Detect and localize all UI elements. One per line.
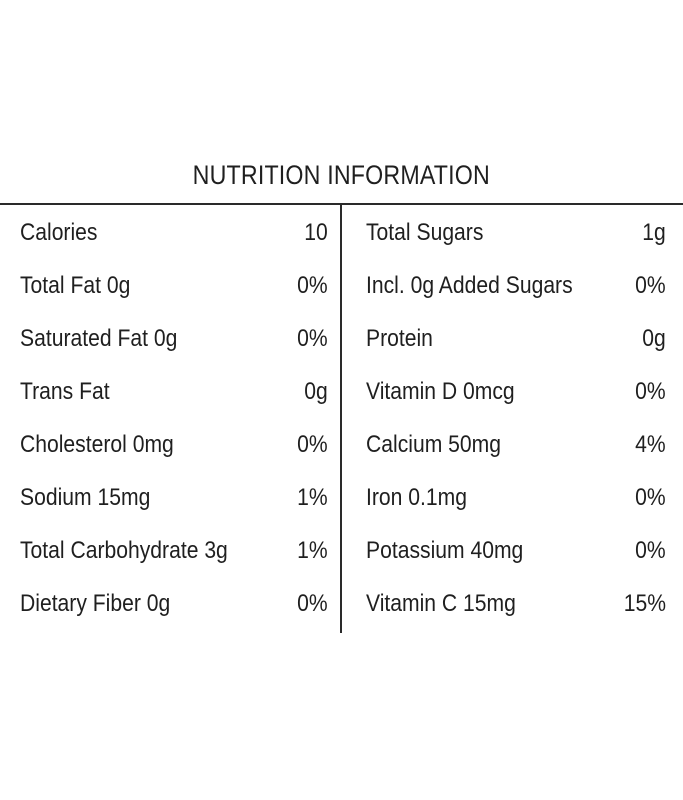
nutrient-row: Iron 0.1mg 0%: [366, 470, 666, 523]
panel-title: NUTRITION INFORMATION: [192, 160, 490, 190]
nutrient-label: Saturated Fat 0g: [20, 325, 178, 352]
nutrient-row: Calories 10: [20, 205, 328, 258]
nutrient-value: 0%: [297, 590, 328, 617]
nutrient-value: 0%: [635, 537, 666, 564]
nutrient-value: 0%: [635, 272, 666, 299]
nutrient-label: Total Fat 0g: [20, 272, 131, 299]
nutrient-label: Total Sugars: [366, 219, 484, 246]
nutrient-value: 1%: [297, 537, 328, 564]
nutrient-label: Cholesterol 0mg: [20, 431, 174, 458]
nutrient-label: Vitamin C 15mg: [366, 590, 516, 617]
nutrient-value: 10: [304, 219, 328, 246]
nutrient-row: Vitamin C 15mg 15%: [366, 576, 666, 629]
nutrient-label: Total Carbohydrate 3g: [20, 537, 228, 564]
nutrient-row: Vitamin D 0mcg 0%: [366, 364, 666, 417]
nutrient-row: Total Sugars 1g: [366, 205, 666, 258]
nutrient-value: 15%: [623, 590, 666, 617]
nutrient-value: 0%: [297, 325, 328, 352]
nutrient-label: Iron 0.1mg: [366, 484, 467, 511]
nutrient-row: Potassium 40mg 0%: [366, 523, 666, 576]
nutrient-label: Trans Fat: [20, 378, 110, 405]
nutrient-row: Dietary Fiber 0g 0%: [20, 576, 328, 629]
nutrient-value: 0%: [297, 272, 328, 299]
nutrient-row: Calcium 50mg 4%: [366, 417, 666, 470]
nutrient-row: Saturated Fat 0g 0%: [20, 311, 328, 364]
nutrient-label: Calories: [20, 219, 98, 246]
nutrient-value: 0%: [297, 431, 328, 458]
nutrient-row: Protein 0g: [366, 311, 666, 364]
nutrient-label: Vitamin D 0mcg: [366, 378, 515, 405]
nutrient-label: Incl. 0g Added Sugars: [366, 272, 573, 299]
nutrient-value: 0g: [304, 378, 328, 405]
nutrient-label: Sodium 15mg: [20, 484, 151, 511]
nutrient-value: 0%: [635, 378, 666, 405]
nutrient-value: 4%: [635, 431, 666, 458]
nutrient-value: 0g: [642, 325, 666, 352]
nutrient-label: Potassium 40mg: [366, 537, 524, 564]
nutrient-value: 1g: [642, 219, 666, 246]
nutrient-row: Sodium 15mg 1%: [20, 470, 328, 523]
column-divider: [340, 205, 342, 633]
left-column: Calories 10 Total Fat 0g 0% Saturated Fa…: [20, 205, 328, 629]
nutrient-row: Total Fat 0g 0%: [20, 258, 328, 311]
right-column: Total Sugars 1g Incl. 0g Added Sugars 0%…: [366, 205, 666, 629]
nutrient-value: 0%: [635, 484, 666, 511]
nutrient-label: Protein: [366, 325, 433, 352]
nutrient-label: Calcium 50mg: [366, 431, 501, 458]
nutrient-label: Dietary Fiber 0g: [20, 590, 171, 617]
nutrient-row: Incl. 0g Added Sugars 0%: [366, 258, 666, 311]
nutrient-row: Total Carbohydrate 3g 1%: [20, 523, 328, 576]
nutrient-row: Trans Fat 0g: [20, 364, 328, 417]
title-divider: [0, 203, 683, 205]
nutrient-row: Cholesterol 0mg 0%: [20, 417, 328, 470]
nutrient-value: 1%: [297, 484, 328, 511]
